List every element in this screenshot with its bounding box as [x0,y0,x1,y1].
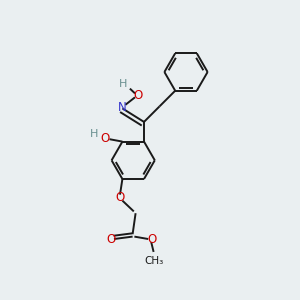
Text: N: N [118,101,127,114]
Text: O: O [106,233,116,246]
Text: O: O [147,232,156,245]
Text: O: O [116,191,124,204]
Text: H: H [90,129,99,140]
Text: O: O [134,89,142,102]
Text: H: H [119,80,128,89]
Text: CH₃: CH₃ [144,256,163,266]
Text: O: O [101,132,110,145]
